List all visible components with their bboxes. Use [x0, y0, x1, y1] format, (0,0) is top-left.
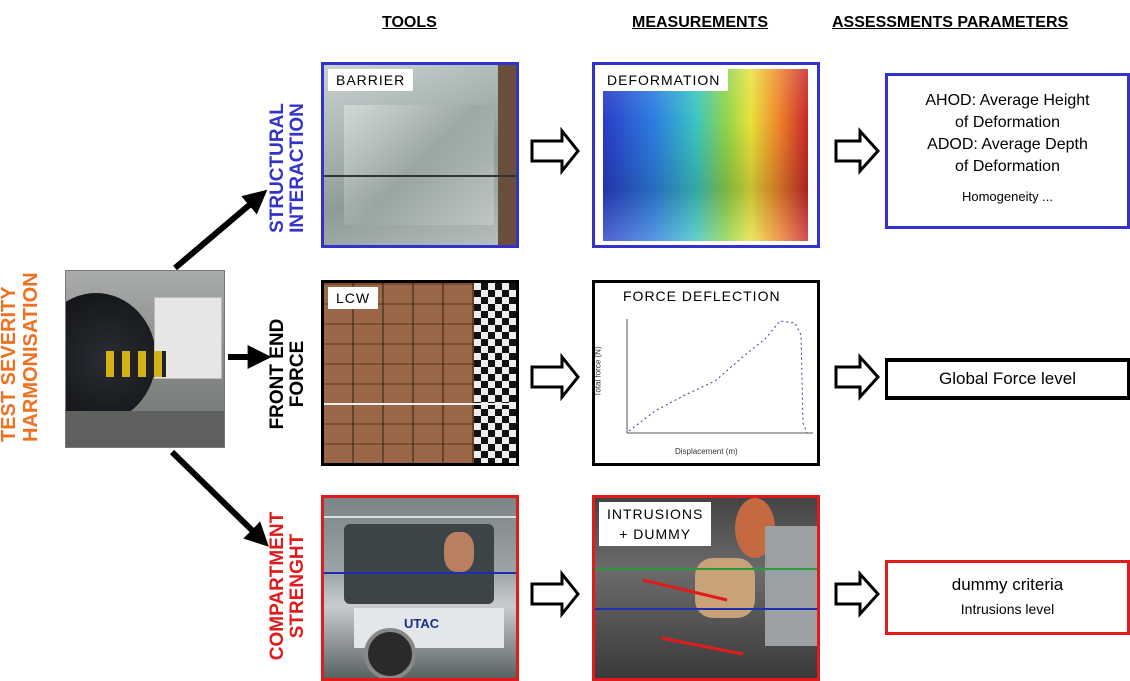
lcw-tag: LCW [328, 287, 379, 309]
params-compartment: dummy criteria Intrusions level [885, 560, 1130, 635]
param-homogeneity: Homogeneity ... [961, 189, 1054, 204]
intrusions-tag-line1: INTRUSIONS [607, 506, 704, 522]
lcw-photo: LCW [321, 280, 519, 466]
intrusions-tag: INTRUSIONS + DUMMY [599, 502, 712, 546]
param-ahod: AHOD: Average Height [925, 92, 1090, 109]
arrow-right-outline-icon [834, 570, 881, 618]
deformation-tag: DEFORMATION [599, 69, 729, 91]
param-dummy-criteria: dummy criteria [951, 575, 1064, 594]
force-deflection-plot [626, 319, 813, 434]
arrow-right-outline-icon [834, 353, 881, 401]
test-photo [65, 270, 225, 448]
param-adod: ADOD: Average Depth [927, 136, 1088, 153]
param-global-force: Global Force level [938, 369, 1076, 388]
utac-text: UTAC [404, 616, 440, 631]
intrusion-arrows [642, 578, 744, 656]
param-intrusions-level: Intrusions level [960, 601, 1055, 617]
arrow-right-outline-icon [530, 569, 580, 619]
header-measurements: MEASUREMENTS [632, 14, 769, 31]
params-front-end: Global Force level [885, 358, 1130, 400]
param-ahod-2: of Deformation [955, 114, 1060, 131]
intrusions-tag-line2: + DUMMY [619, 526, 692, 542]
diagonal-arrow-icon [169, 449, 269, 547]
arrow-right-outline-icon [530, 126, 580, 176]
intrusions-photo: INTRUSIONS + DUMMY [592, 495, 820, 681]
header-tools: TOOLS [382, 14, 437, 31]
arrow-right-outline-icon [530, 352, 580, 402]
header-assessments: ASSESSMENTS PARAMETERS [832, 14, 1069, 31]
deformation-plot: DEFORMATION [592, 62, 820, 248]
diagonal-arrow-icon [173, 189, 268, 271]
barrier-tag: BARRIER [328, 69, 414, 91]
force-deflection-tag: FORCE DEFLECTION [619, 287, 785, 305]
arrow-right-outline-icon [834, 127, 881, 175]
compartment-photo: UTAC [321, 495, 519, 681]
graph-xlabel: Displacement (m) [675, 447, 738, 456]
barrier-photo: BARRIER [321, 62, 519, 248]
force-deflection-graph: FORCE DEFLECTION Displacement (m) Total … [592, 280, 820, 466]
param-adod-2: of Deformation [955, 158, 1060, 175]
params-structural: AHOD: Average Height of Deformation ADOD… [885, 73, 1130, 229]
